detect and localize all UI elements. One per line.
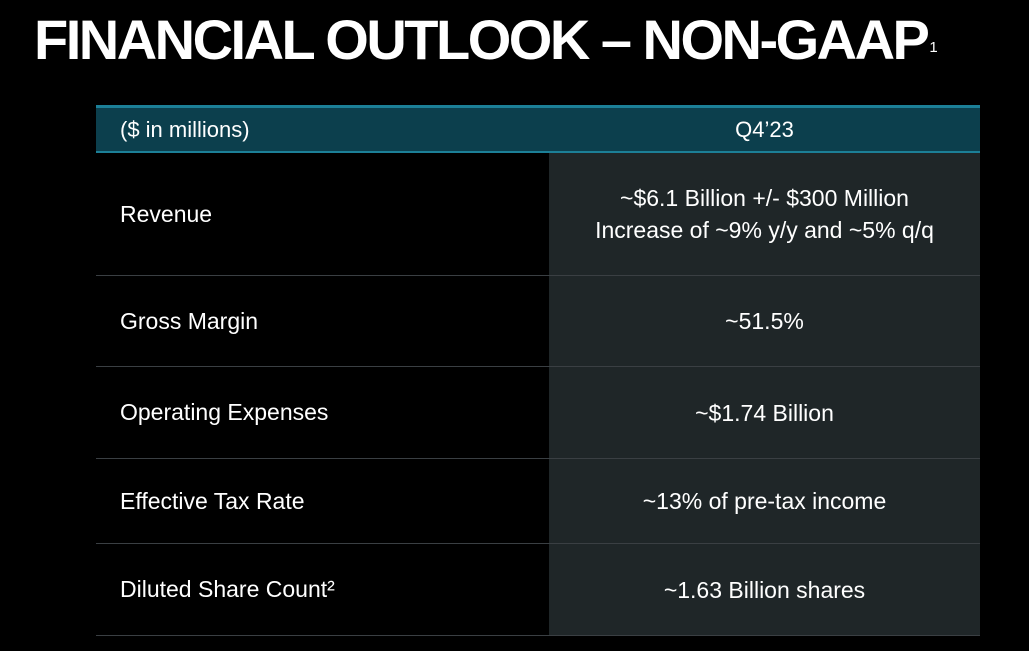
revenue-guidance-range: ~$6.1 Billion +/- $300 Million <box>620 185 909 211</box>
table-row-revenue: Revenue ~$6.1 Billion +/- $300 Million I… <box>96 152 980 276</box>
header-period-label: Q4’23 <box>549 105 980 153</box>
row-value-effective-tax-rate: ~13% of pre-tax income <box>549 458 980 544</box>
table-header-row: ($ in millions) Q4’23 <box>96 105 980 153</box>
slide-title-text: FINANCIAL OUTLOOK – NON-GAAP <box>34 8 930 71</box>
row-label-revenue: Revenue <box>96 152 549 276</box>
row-value-revenue: ~$6.1 Billion +/- $300 Million Increase … <box>549 152 980 276</box>
row-value-gross-margin: ~51.5% <box>549 275 980 367</box>
row-label-gross-margin: Gross Margin <box>96 275 549 367</box>
slide-title: FINANCIAL OUTLOOK – NON-GAAP 1 <box>34 4 938 76</box>
row-label-operating-expenses: Operating Expenses <box>96 366 549 459</box>
table-header: ($ in millions) Q4’23 <box>96 105 980 153</box>
revenue-growth-note: Increase of ~9% y/y and ~5% q/q <box>595 217 934 243</box>
row-label-effective-tax-rate: Effective Tax Rate <box>96 458 549 544</box>
row-value-diluted-share-count: ~1.63 Billion shares <box>549 543 980 636</box>
table-row-operating-expenses: Operating Expenses ~$1.74 Billion <box>96 366 980 459</box>
financial-outlook-table: ($ in millions) Q4’23 Revenue ~$6.1 Bill… <box>96 105 980 636</box>
row-label-diluted-share-count: Diluted Share Count² <box>96 543 549 636</box>
table-row-diluted-share-count: Diluted Share Count² ~1.63 Billion share… <box>96 543 980 636</box>
header-units-label: ($ in millions) <box>96 105 549 153</box>
table-body: Revenue ~$6.1 Billion +/- $300 Million I… <box>96 152 980 636</box>
table-row-effective-tax-rate: Effective Tax Rate ~13% of pre-tax incom… <box>96 458 980 544</box>
title-footnote-marker: 1 <box>929 39 938 56</box>
table-row-gross-margin: Gross Margin ~51.5% <box>96 275 980 367</box>
row-value-operating-expenses: ~$1.74 Billion <box>549 366 980 459</box>
